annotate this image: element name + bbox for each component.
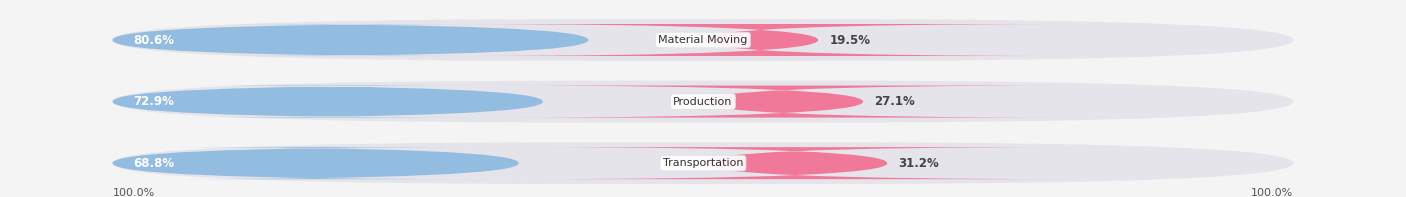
FancyBboxPatch shape [112,147,519,179]
FancyBboxPatch shape [522,147,1069,179]
Text: Production: Production [673,97,733,107]
Text: 31.2%: 31.2% [898,157,939,170]
Text: Material Moving: Material Moving [658,35,748,45]
FancyBboxPatch shape [112,81,1294,123]
Text: 100.0%: 100.0% [112,188,155,197]
Text: 68.8%: 68.8% [134,157,174,170]
FancyBboxPatch shape [453,24,1069,56]
Text: 80.6%: 80.6% [134,33,174,46]
Text: 72.9%: 72.9% [134,95,174,108]
Text: Transportation: Transportation [662,158,744,168]
FancyBboxPatch shape [498,85,1069,118]
Text: 27.1%: 27.1% [875,95,915,108]
FancyBboxPatch shape [112,19,1294,61]
Text: 100.0%: 100.0% [1251,188,1294,197]
Text: 19.5%: 19.5% [830,33,870,46]
FancyBboxPatch shape [112,142,1294,184]
FancyBboxPatch shape [112,85,543,118]
FancyBboxPatch shape [112,24,589,56]
